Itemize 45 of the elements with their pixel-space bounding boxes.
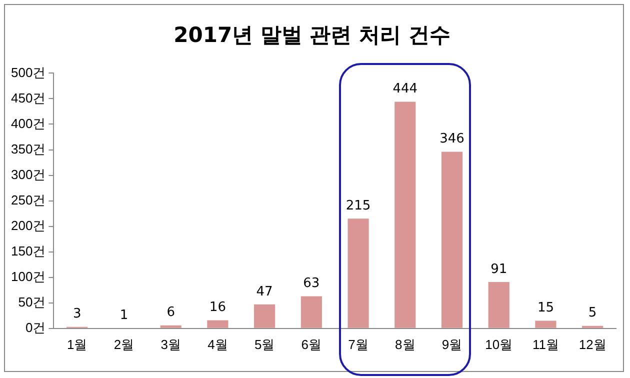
y-tick-label: 200건 — [10, 218, 46, 233]
y-tick-label: 450건 — [10, 90, 46, 106]
y-tick-label: 150건 — [10, 243, 46, 258]
x-tick-label: 8월 — [395, 336, 416, 352]
x-tick-label: 4월 — [208, 336, 228, 352]
bar — [394, 102, 416, 328]
bar — [441, 152, 463, 328]
data-label: 444 — [392, 82, 418, 97]
y-tick-label: 0건 — [25, 320, 46, 335]
bar — [254, 304, 276, 328]
x-tick-label: 5월 — [254, 336, 275, 352]
bar — [348, 218, 369, 328]
x-tick-label: 11월 — [532, 336, 559, 352]
data-label: 15 — [537, 300, 554, 316]
data-label: 346 — [440, 132, 464, 147]
data-label: 16 — [209, 300, 226, 316]
data-label: 6 — [166, 305, 175, 320]
data-label: 3 — [72, 306, 82, 322]
data-label: 47 — [256, 284, 273, 300]
y-tick-label: 350건 — [10, 141, 46, 156]
bar — [535, 320, 556, 328]
y-tick-label: 500건 — [10, 64, 46, 80]
data-label: 91 — [490, 262, 508, 277]
data-label: 63 — [303, 276, 320, 292]
x-tick-label: 3월 — [160, 336, 181, 352]
bar — [160, 325, 182, 328]
x-tick-label: 7월 — [348, 336, 368, 352]
data-label: 215 — [346, 198, 371, 214]
y-tick-label: 300건 — [10, 166, 46, 182]
y-tick-label: 50건 — [18, 294, 46, 310]
x-tick-label: 1월 — [67, 336, 88, 352]
bar — [207, 320, 228, 328]
x-tick-label: 9월 — [442, 336, 462, 352]
y-tick-label: 250건 — [10, 192, 46, 208]
chart-title: 2017년 말벌 관련 처리 건수 — [174, 23, 450, 48]
data-label: 5 — [588, 306, 597, 321]
x-tick-label: 12월 — [578, 336, 606, 352]
bar — [488, 282, 510, 328]
x-tick-label: 6월 — [301, 336, 322, 352]
bar — [300, 296, 322, 328]
x-tick-label: 10월 — [485, 336, 513, 352]
x-tick-label: 2월 — [114, 336, 134, 352]
data-label: 1 — [120, 308, 128, 323]
y-tick-label: 100건 — [10, 268, 46, 284]
y-tick-label: 400건 — [10, 116, 46, 131]
